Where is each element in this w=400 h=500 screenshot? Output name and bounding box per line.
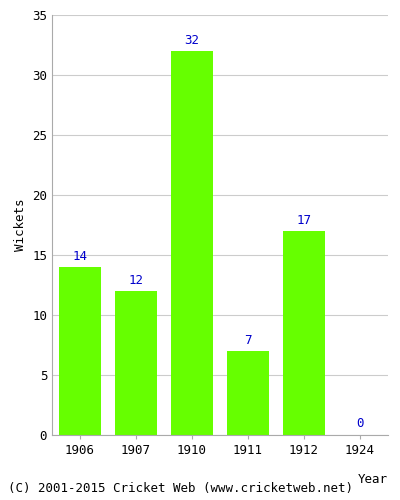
- Text: Year: Year: [358, 473, 388, 486]
- Text: 7: 7: [244, 334, 252, 347]
- Text: 17: 17: [296, 214, 312, 228]
- Bar: [115, 291, 157, 435]
- Text: 14: 14: [72, 250, 88, 264]
- Bar: [227, 351, 269, 435]
- Bar: [59, 267, 101, 435]
- Bar: [283, 231, 325, 435]
- Bar: [171, 51, 213, 435]
- Text: (C) 2001-2015 Cricket Web (www.cricketweb.net): (C) 2001-2015 Cricket Web (www.cricketwe…: [8, 482, 353, 495]
- Text: 0: 0: [356, 416, 364, 430]
- Text: 32: 32: [184, 34, 200, 48]
- Y-axis label: Wickets: Wickets: [14, 198, 26, 251]
- Text: 12: 12: [128, 274, 144, 287]
